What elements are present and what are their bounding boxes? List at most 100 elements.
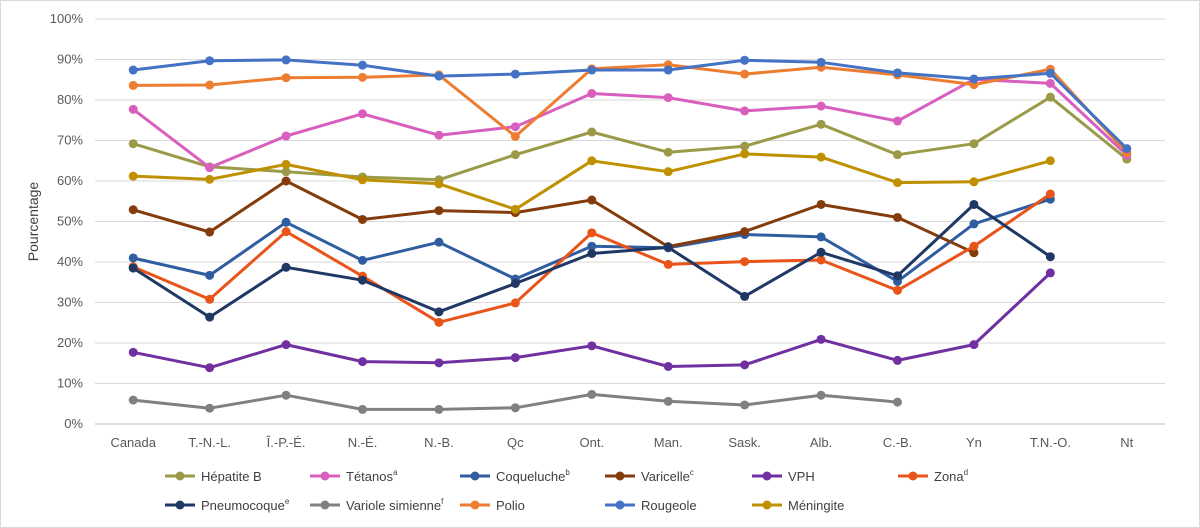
data-point — [128, 347, 138, 357]
data-point — [128, 104, 138, 114]
data-point — [510, 403, 520, 413]
data-point — [510, 298, 520, 308]
data-point — [434, 307, 444, 317]
legend-label: Hépatite B — [201, 469, 262, 484]
data-point — [281, 55, 291, 65]
x-tick-label: C.-B. — [883, 435, 913, 450]
series-4 — [128, 176, 979, 258]
data-point — [358, 357, 367, 367]
legend-label: Tétanosa — [346, 468, 398, 484]
data-point — [663, 396, 673, 406]
data-point — [893, 285, 902, 295]
data-point — [510, 122, 520, 132]
data-point — [434, 71, 444, 81]
data-point — [740, 257, 750, 267]
data-point — [205, 403, 215, 413]
data-point — [969, 199, 979, 209]
data-point — [740, 69, 750, 79]
data-point — [587, 89, 597, 99]
data-point — [281, 217, 291, 227]
data-point — [740, 149, 750, 159]
y-tick-label: 50% — [57, 214, 83, 229]
data-point — [205, 80, 215, 90]
data-point — [128, 80, 138, 90]
data-point — [740, 291, 750, 301]
data-point — [358, 175, 367, 185]
legend-label: Variole simiennef — [346, 497, 444, 513]
x-tick-label: Qc — [507, 435, 524, 450]
series-line — [131, 179, 976, 255]
data-point — [205, 363, 215, 373]
series-line — [131, 95, 1129, 182]
y-tick-label: 30% — [57, 295, 83, 310]
data-point — [358, 60, 367, 70]
y-tick-label: 80% — [57, 92, 83, 107]
x-tick-label: Yn — [966, 435, 982, 450]
legend-marker — [908, 471, 918, 481]
data-point — [816, 199, 826, 209]
data-point — [1045, 252, 1055, 262]
data-point — [1045, 68, 1055, 78]
legend-label: Varicellec — [641, 468, 694, 484]
data-point — [434, 130, 444, 140]
data-point — [510, 278, 520, 288]
data-point — [893, 68, 902, 78]
data-point — [587, 156, 597, 166]
data-point — [358, 255, 367, 265]
series-line — [131, 77, 1129, 170]
data-point — [281, 73, 291, 83]
data-point — [1045, 92, 1055, 102]
legend-item: Coquelucheb — [460, 468, 570, 484]
data-point — [1122, 144, 1132, 154]
legend-label: Rougeole — [641, 498, 697, 513]
data-point — [205, 294, 215, 304]
series-8 — [128, 389, 902, 414]
legend-item: Variole simiennef — [310, 497, 444, 513]
series-5 — [128, 268, 1055, 373]
data-point — [663, 147, 673, 157]
data-point — [663, 167, 673, 177]
data-point — [510, 69, 520, 79]
data-point — [1045, 268, 1055, 278]
legend-item: Zonad — [898, 468, 968, 484]
data-point — [663, 65, 673, 75]
data-point — [1045, 156, 1055, 166]
legend-item: Varicellec — [605, 468, 694, 484]
data-point — [969, 248, 979, 258]
data-point — [969, 177, 979, 187]
data-point — [893, 212, 902, 222]
data-point — [434, 206, 444, 216]
data-point — [587, 127, 597, 137]
legend-label: Pneumocoquee — [201, 497, 290, 513]
data-point — [893, 397, 902, 407]
data-point — [816, 101, 826, 111]
series-3 — [128, 194, 1055, 286]
legend-label: Méningite — [788, 498, 844, 513]
data-point — [205, 163, 215, 173]
data-point — [281, 176, 291, 186]
x-tick-label: Man. — [654, 435, 683, 450]
legend-marker — [470, 500, 480, 510]
data-point — [281, 131, 291, 141]
data-point — [663, 93, 673, 103]
data-point — [740, 106, 750, 116]
data-point — [663, 242, 673, 252]
data-point — [358, 72, 367, 82]
x-tick-label: Î.-P.-É. — [266, 435, 306, 450]
data-point — [587, 65, 597, 75]
legend-item: Hépatite B — [165, 469, 262, 484]
y-axis-tick-labels: 0% 10% 20% 30% 40% 50% 60% 70% 80% 90% 100% — [50, 11, 84, 431]
data-point — [587, 228, 597, 238]
data-point — [510, 131, 520, 141]
x-tick-label: T.N.-O. — [1030, 435, 1071, 450]
legend-item: Pneumocoquee — [165, 497, 290, 513]
data-point — [587, 389, 597, 399]
data-point — [510, 204, 520, 214]
data-point — [587, 341, 597, 351]
data-point — [816, 334, 826, 344]
data-point — [740, 227, 750, 237]
data-point — [281, 390, 291, 400]
data-point — [740, 360, 750, 370]
data-point — [816, 255, 826, 265]
